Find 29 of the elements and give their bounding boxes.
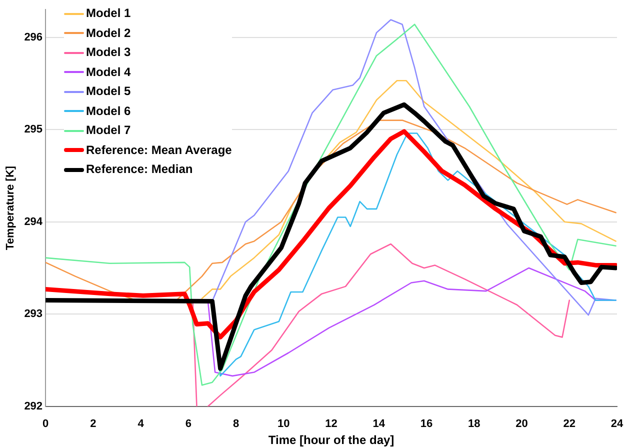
x-tick-label: 0	[42, 418, 49, 430]
y-axis-title: Temperature [K]	[4, 166, 17, 250]
legend-label: Reference: Mean Average	[86, 142, 232, 158]
legend-label: Model 4	[86, 64, 131, 80]
legend-label: Model 6	[86, 102, 131, 120]
x-tick-label: 20	[516, 418, 528, 430]
x-tick-label: 4	[138, 418, 145, 430]
legend-label: Model 5	[86, 83, 131, 100]
legend-label: Model 2	[86, 24, 131, 42]
x-tick-label: 6	[185, 418, 192, 430]
y-tick-label: 295	[24, 124, 43, 136]
x-tick-label: 22	[563, 418, 576, 430]
x-tick-label: 18	[468, 418, 480, 430]
legend-label: Model 1	[86, 5, 131, 22]
y-tick-label: 292	[24, 400, 43, 412]
x-tick-label: 8	[232, 418, 240, 430]
x-tick-label: 10	[278, 418, 290, 430]
y-tick-label: 294	[24, 216, 44, 228]
x-tick-label: 12	[325, 418, 338, 430]
x-tick-label: 16	[420, 418, 433, 430]
y-tick-label: 293	[24, 308, 43, 320]
x-tick-label: 14	[372, 418, 386, 430]
legend-label: Model 7	[86, 122, 131, 139]
legend-label: Reference: Median	[86, 161, 193, 178]
x-axis-title: Time [hour of the day]	[268, 433, 394, 448]
legend-label: Model 3	[86, 44, 131, 61]
y-tick-label: 296	[24, 31, 43, 44]
x-tick-label: 24	[610, 418, 624, 430]
x-tick-label: 2	[90, 418, 96, 430]
